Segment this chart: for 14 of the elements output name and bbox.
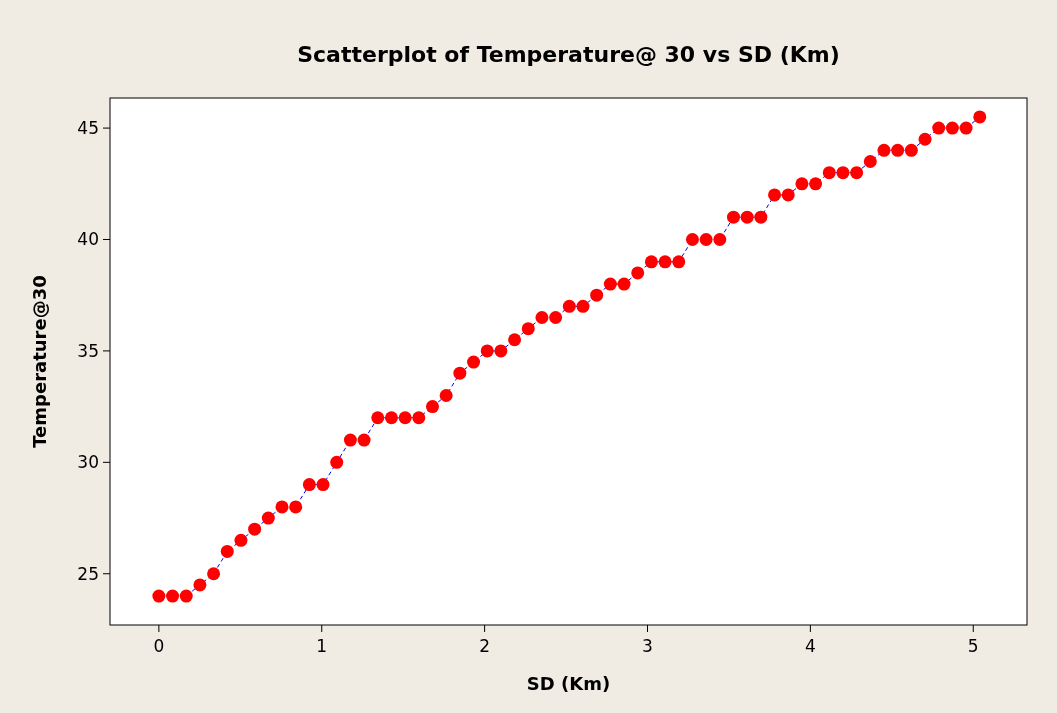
x-tick-label: 5 [967,636,979,656]
x-tick-label: 1 [316,636,328,656]
chart-title: Scatterplot of Temperature@ 30 vs SD (Km) [297,42,840,67]
x-tick-label: 2 [479,636,491,656]
x-tick-label: 3 [642,636,653,656]
y-tick-label: 30 [77,452,99,473]
x-tick-label: 0 [153,636,165,656]
y-tick-label: 35 [77,340,99,361]
y-tick-label: 25 [77,563,99,584]
y-tick-label: 40 [77,229,99,250]
y-axis-title: Temperature@30 [29,275,50,448]
y-tick-label: 45 [77,118,99,139]
x-tick-label: 4 [804,636,816,656]
x-axis-title: SD (Km) [526,673,611,694]
